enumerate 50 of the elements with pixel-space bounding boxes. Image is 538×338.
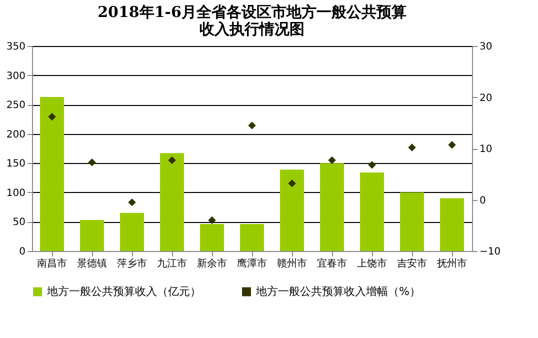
point bbox=[328, 156, 336, 164]
y-tick-label: 250 bbox=[6, 100, 26, 112]
bar bbox=[400, 192, 424, 251]
x-tick-label: 南昌市 bbox=[37, 258, 67, 270]
x-tick-label: 上饶市 bbox=[357, 258, 387, 270]
point bbox=[368, 161, 376, 169]
bar bbox=[160, 153, 184, 251]
point bbox=[408, 144, 416, 152]
legend-label: 地方一般公共预算收入增幅（%） bbox=[255, 284, 420, 298]
y-tick-label: 200 bbox=[6, 129, 26, 140]
point bbox=[288, 179, 296, 188]
bar bbox=[320, 163, 344, 251]
y-tick-label: 0 bbox=[19, 246, 26, 258]
y-tick-label: 350 bbox=[6, 42, 26, 52]
y2-tick-label: 20 bbox=[480, 92, 492, 104]
y-tick-label: 100 bbox=[6, 188, 26, 199]
x-tick-label: 赣州市 bbox=[277, 258, 307, 270]
point bbox=[448, 141, 456, 149]
text: 2018年1-6月全省各设区市地方一般公共预算 bbox=[98, 3, 406, 21]
bar bbox=[200, 224, 224, 251]
bar bbox=[280, 170, 304, 251]
bar bbox=[240, 224, 264, 251]
x-tick-label: 九江市 bbox=[157, 258, 187, 270]
x-tick-label: 抚州市 bbox=[436, 258, 467, 270]
point bbox=[48, 112, 56, 121]
y2-tick-label: 0 bbox=[480, 195, 486, 206]
bar bbox=[120, 212, 144, 251]
text: 收入执行情况图 bbox=[200, 20, 304, 38]
x-tick-label: 萍乡市 bbox=[117, 258, 147, 270]
point bbox=[128, 198, 136, 206]
y-tick-label: 150 bbox=[6, 158, 26, 170]
x-tick-label: 新余市 bbox=[197, 258, 227, 270]
x-tick-label: 景德镇 bbox=[77, 258, 107, 270]
bar bbox=[40, 96, 64, 251]
point bbox=[88, 158, 96, 166]
bar bbox=[360, 172, 384, 251]
point bbox=[248, 122, 256, 130]
point bbox=[168, 156, 176, 164]
legend-label: 地方一般公共预算收入（亿元） bbox=[46, 284, 201, 298]
y2-tick-label: 30 bbox=[480, 42, 492, 52]
y-tick-label: 50 bbox=[12, 217, 26, 228]
x-tick-label: 鹰潭市 bbox=[237, 258, 267, 270]
point bbox=[208, 216, 216, 224]
x-tick-label: 吉安市 bbox=[397, 258, 427, 270]
y2-tick-label: −10 bbox=[480, 246, 501, 258]
bar bbox=[80, 220, 104, 251]
y2-tick-label: 10 bbox=[480, 144, 492, 155]
y-tick-label: 300 bbox=[6, 70, 26, 82]
x-tick-label: 宜春市 bbox=[317, 258, 347, 270]
bar bbox=[440, 198, 464, 251]
